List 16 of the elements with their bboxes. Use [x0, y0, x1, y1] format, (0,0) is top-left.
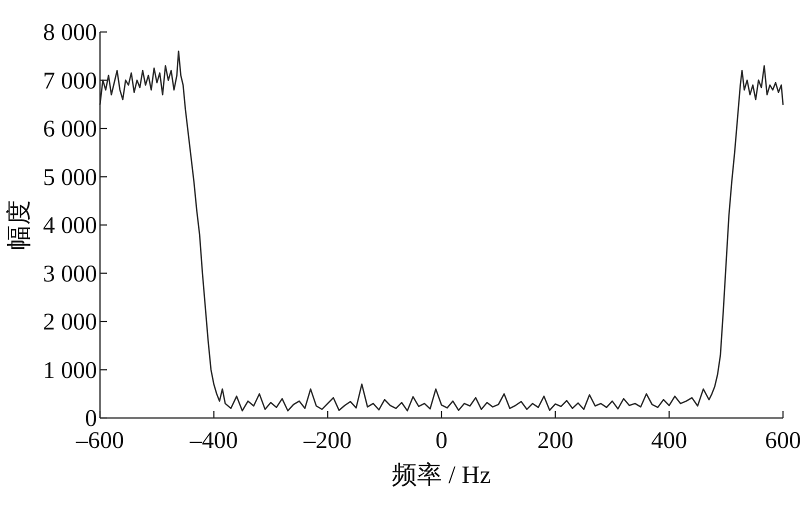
y-tick-label: 5 000 — [43, 164, 97, 191]
y-tick-label: 2 000 — [43, 310, 97, 336]
y-tick-label: 6 000 — [43, 116, 97, 142]
x-tick-label: 200 — [537, 428, 574, 454]
y-tick-label: 1 000 — [43, 358, 97, 384]
y-tick-label: 8 000 — [43, 20, 97, 46]
x-tick-label: –200 — [302, 428, 352, 454]
x-tick-label: 0 — [436, 428, 448, 454]
x-tick-label: 400 — [651, 428, 688, 454]
y-tick-label: 4 000 — [43, 213, 97, 239]
x-axis-title: 频率 / Hz — [392, 461, 491, 489]
x-tick-label: –400 — [188, 428, 238, 454]
y-tick-label: 3 000 — [43, 261, 97, 288]
x-tick-label: 600 — [765, 428, 800, 454]
y-axis-title: 幅度 — [5, 200, 33, 250]
y-tick-label: 7 000 — [43, 68, 97, 94]
